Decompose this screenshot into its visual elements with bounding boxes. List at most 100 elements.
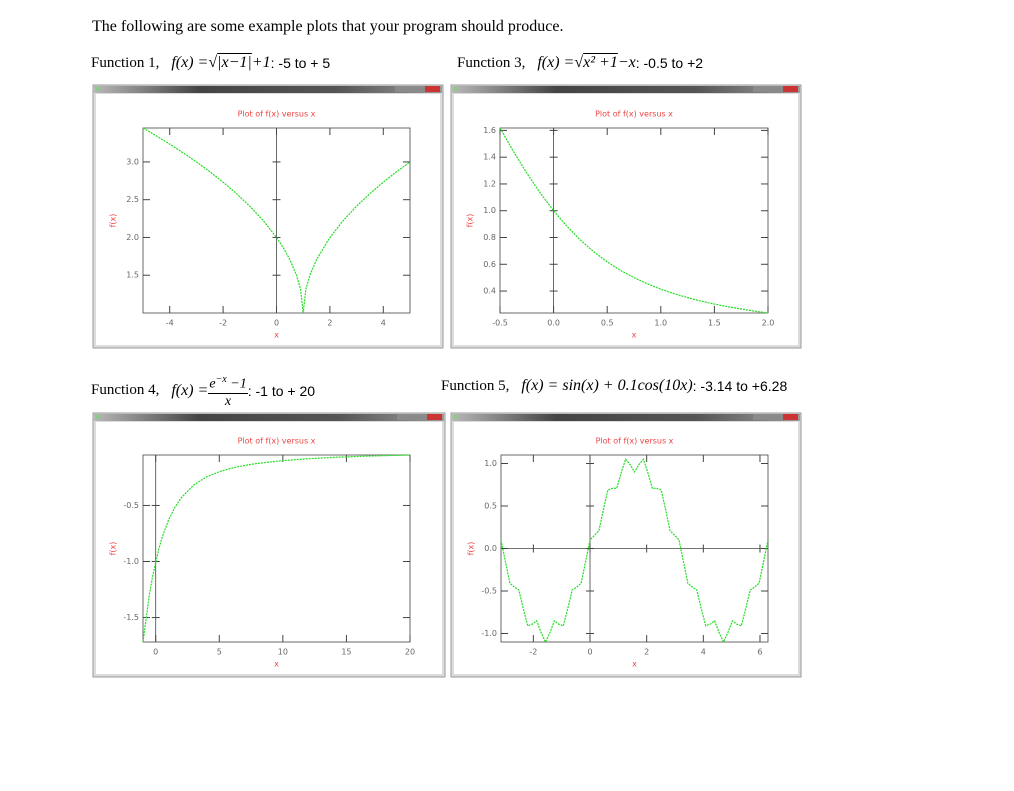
window-icon <box>454 87 458 91</box>
x-tick-label: 0 <box>587 648 592 657</box>
x-tick-label: 0 <box>153 648 158 657</box>
x-axis-label: x <box>632 660 637 669</box>
y-tick-label: 0.6 <box>483 260 496 269</box>
formula-lhs: f(x) = <box>171 54 209 71</box>
radicand: x² +1 <box>583 54 618 71</box>
formula: f(x) =√x² +1−x <box>537 54 635 72</box>
range: : -1 to + 20 <box>247 382 316 399</box>
x-axis-label: x <box>274 660 279 669</box>
radical: √ <box>574 54 584 71</box>
x-tick-label: 5 <box>217 648 222 657</box>
numerator: e−x −1 <box>208 372 248 394</box>
window-buttons <box>753 86 783 92</box>
window-client <box>454 94 798 345</box>
plot-frame <box>499 127 769 314</box>
radical: √ <box>208 54 218 71</box>
x-tick-label: 10 <box>278 648 288 657</box>
window-titlebar <box>452 414 800 421</box>
x-tick-label: 0.0 <box>547 319 560 328</box>
y-tick-label: -0.5 <box>123 501 139 510</box>
x-tick-label: 0.5 <box>601 319 614 328</box>
caption: Function 3, f(x) =√x² +1−x : -0.5 to +2 <box>457 54 703 72</box>
window-buttons <box>397 414 427 420</box>
window-client <box>454 422 798 674</box>
x-tick-label: 2 <box>644 648 649 657</box>
caption: Function 5, f(x) = sin(x) + 0.1cos(10x) … <box>441 377 787 395</box>
caption-label: Function 3, <box>457 54 526 71</box>
window-titlebar <box>94 414 444 421</box>
y-axis-label: f(x) <box>109 214 118 228</box>
x-tick-label: 4 <box>381 319 386 328</box>
y-tick-label: -1.5 <box>123 613 139 622</box>
window-icon <box>96 87 100 91</box>
x-tick-label: -4 <box>166 319 174 328</box>
fraction: e−x −1 x <box>208 372 248 410</box>
y-tick-label: 2.0 <box>126 233 139 242</box>
y-axis-label: f(x) <box>466 214 475 228</box>
window-buttons <box>395 86 425 92</box>
range: : -0.5 to +2 <box>635 55 704 71</box>
window-close <box>783 86 798 92</box>
formula-rest: −x <box>617 54 636 71</box>
window-client <box>96 422 442 674</box>
window-close <box>425 86 440 92</box>
y-axis-label: f(x) <box>109 542 118 556</box>
chart-title: Plot of f(x) versus x <box>238 437 316 446</box>
x-tick-label: 15 <box>341 648 351 657</box>
chart-title: Plot of f(x) versus x <box>595 110 673 119</box>
window-close <box>427 414 442 420</box>
x-axis-label: x <box>274 331 279 340</box>
y-tick-label: 1.0 <box>484 459 497 468</box>
formula-rest: +1 <box>251 54 271 71</box>
window-icon <box>454 415 458 419</box>
formula-lhs: f(x) = <box>537 54 575 71</box>
y-tick-label: 3.0 <box>126 157 139 166</box>
y-tick-label: 1.5 <box>126 271 139 280</box>
x-tick-label: 0 <box>274 319 279 328</box>
formula-lhs: f(x) = <box>171 381 209 399</box>
range: : -3.14 to +6.28 <box>692 378 788 394</box>
caption-label: Function 5, <box>441 377 510 394</box>
caption: Function 4, f(x) = e−x −1 x : -1 to + 20 <box>91 372 315 410</box>
range: : -5 to + 5 <box>270 55 331 71</box>
x-tick-label: 1.5 <box>708 319 721 328</box>
window-icon <box>96 415 100 419</box>
y-tick-label: -1.0 <box>123 557 139 566</box>
radicand: |x−1| <box>217 54 252 71</box>
denominator: x <box>224 393 232 409</box>
x-tick-label: -2 <box>219 319 227 328</box>
window-titlebar <box>452 86 800 93</box>
y-tick-label: 1.6 <box>483 126 496 135</box>
y-axis-label: f(x) <box>467 542 476 556</box>
x-tick-label: 20 <box>405 648 415 657</box>
x-axis-label: x <box>632 331 637 340</box>
plot-frame <box>142 454 411 643</box>
formula: f(x) =√|x−1|+1 <box>171 54 270 72</box>
numerator-base: e <box>209 376 216 392</box>
chart-title: Plot of f(x) versus x <box>238 110 316 119</box>
y-tick-label: 0.8 <box>483 233 496 242</box>
numerator-exp: −x <box>215 374 227 385</box>
y-tick-label: -0.5 <box>481 587 497 596</box>
x-tick-label: -0.5 <box>492 319 508 328</box>
y-tick-label: 0.4 <box>483 287 496 296</box>
y-tick-label: -1.0 <box>481 629 497 638</box>
y-tick-label: 0.5 <box>484 502 497 511</box>
function-line <box>499 127 769 314</box>
caption: Function 1, f(x) =√|x−1|+1 : -5 to + 5 <box>91 54 330 72</box>
function-line <box>500 457 769 644</box>
formula: f(x) = <box>171 382 208 400</box>
formula: f(x) = sin(x) + 0.1cos(10x) <box>521 377 693 394</box>
x-tick-label: 2.0 <box>762 319 775 328</box>
function-line <box>142 127 411 314</box>
x-tick-label: 2 <box>327 319 332 328</box>
x-tick-label: -2 <box>529 648 537 657</box>
function-line <box>142 454 411 643</box>
chart-title: Plot of f(x) versus x <box>596 437 674 446</box>
window-buttons <box>753 414 783 420</box>
x-tick-label: 1.0 <box>654 319 667 328</box>
window-titlebar <box>94 86 442 93</box>
x-tick-label: 6 <box>757 648 762 657</box>
